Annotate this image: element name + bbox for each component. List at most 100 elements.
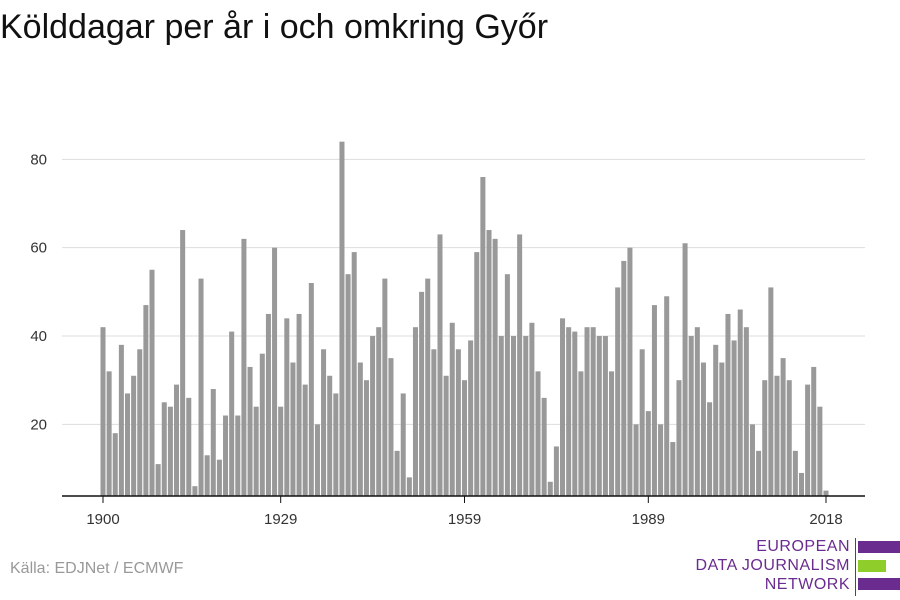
bar-1925 (253, 406, 259, 496)
bar-1933 (302, 384, 308, 496)
bar-1985 (621, 260, 627, 496)
bar-1944 (370, 336, 376, 496)
bar-1965 (498, 336, 504, 496)
bar-1920 (223, 415, 229, 496)
bar-1993 (670, 442, 676, 496)
bar-1941 (351, 252, 357, 496)
bar-1928 (272, 247, 278, 496)
y-tick-label: 20 (30, 416, 47, 433)
bar-1912 (174, 384, 180, 496)
logo-bar-middle (858, 560, 886, 572)
bar-1977 (572, 331, 578, 496)
logo-text-line-3: NETWORK (764, 576, 850, 593)
bar-1962 (480, 177, 486, 496)
bar-1916 (198, 278, 204, 496)
bar-1908 (149, 269, 155, 496)
bar-1946 (382, 278, 388, 496)
y-tick-label: 60 (30, 240, 47, 257)
bar-1972 (541, 397, 547, 496)
bar-2014 (798, 472, 804, 496)
bar-1935 (314, 424, 320, 496)
bar-1947 (388, 358, 394, 496)
bar-1987 (633, 424, 639, 496)
bar-2003 (731, 340, 737, 496)
bar-1963 (486, 230, 492, 496)
bar-1948 (394, 450, 400, 496)
bar-1954 (431, 349, 437, 496)
y-axis-labels: 20 40 60 80 (30, 151, 47, 433)
bar-1955 (437, 234, 443, 496)
bar-1903 (118, 344, 124, 496)
bar-1995 (682, 243, 688, 496)
y-tick-label: 80 (30, 151, 47, 168)
bar-1986 (627, 247, 633, 496)
bar-chart: 20 40 60 80 1900 1929 1959 1989 2018 (30, 141, 865, 528)
x-tick-label: 1989 (632, 511, 665, 528)
bar-1981 (596, 336, 602, 496)
bar-1953 (425, 278, 431, 496)
logo-bar-top (858, 541, 900, 553)
x-axis-labels: 1900 1929 1959 1989 2018 (86, 496, 843, 528)
bar-1984 (615, 287, 621, 496)
bar-2012 (786, 380, 792, 496)
bar-1999 (707, 402, 713, 496)
bar-1989 (645, 411, 651, 496)
x-tick-label: 1900 (86, 511, 119, 528)
bar-2010 (774, 375, 780, 496)
bar-1936 (321, 349, 327, 496)
bar-1998 (700, 362, 706, 496)
bar-1926 (259, 353, 265, 496)
bar-1914 (186, 397, 192, 496)
bar-1952 (419, 291, 425, 496)
bar-2011 (780, 358, 786, 496)
bar-2017 (817, 406, 823, 496)
bar-1937 (327, 375, 333, 496)
bar-1913 (180, 230, 186, 496)
bar-1967 (511, 336, 517, 496)
bar-1964 (492, 238, 498, 496)
bar-1974 (553, 446, 559, 496)
gridlines (62, 158, 865, 425)
bar-2002 (725, 313, 731, 496)
x-tick-label: 2018 (809, 511, 842, 528)
bar-1957 (449, 322, 455, 496)
y-tick-label: 40 (30, 328, 47, 345)
bar-1915 (192, 486, 198, 496)
bar-1901 (106, 371, 112, 496)
bar-1994 (676, 380, 682, 496)
bar-1958 (455, 349, 461, 496)
bar-2004 (737, 309, 743, 496)
bar-1923 (241, 238, 247, 496)
bar-1951 (412, 327, 418, 496)
bar-2018 (823, 490, 829, 496)
bar-1942 (357, 362, 363, 496)
bar-1927 (265, 313, 271, 496)
bar-1960 (468, 340, 474, 496)
bar-1990 (651, 305, 657, 496)
x-tick-label: 1959 (448, 511, 481, 528)
bar-1919 (216, 459, 222, 496)
bar-1961 (474, 252, 480, 496)
bar-1997 (694, 327, 700, 496)
bar-1910 (161, 402, 167, 496)
chart-title: Kölddagar per år i och omkring Győr (0, 8, 549, 46)
bar-1900 (100, 327, 106, 496)
bar-1976 (566, 327, 572, 496)
bar-1991 (658, 424, 664, 496)
bar-2006 (749, 424, 755, 496)
bar-1945 (376, 327, 382, 496)
bar-2015 (805, 384, 811, 496)
bar-1921 (229, 331, 235, 496)
bar-2008 (762, 380, 768, 496)
bar-2013 (792, 450, 798, 496)
source-note: Källa: EDJNet / ECMWF (10, 560, 184, 577)
bars (100, 141, 829, 497)
bar-1970 (529, 322, 535, 496)
edjnet-logo: EUROPEAN DATA JOURNALISM NETWORK (696, 538, 900, 596)
bar-1930 (284, 318, 290, 496)
bar-1983 (609, 371, 615, 496)
bar-1939 (339, 141, 345, 497)
bar-1992 (664, 296, 670, 496)
bar-1924 (247, 366, 253, 496)
bar-1907 (143, 305, 149, 496)
